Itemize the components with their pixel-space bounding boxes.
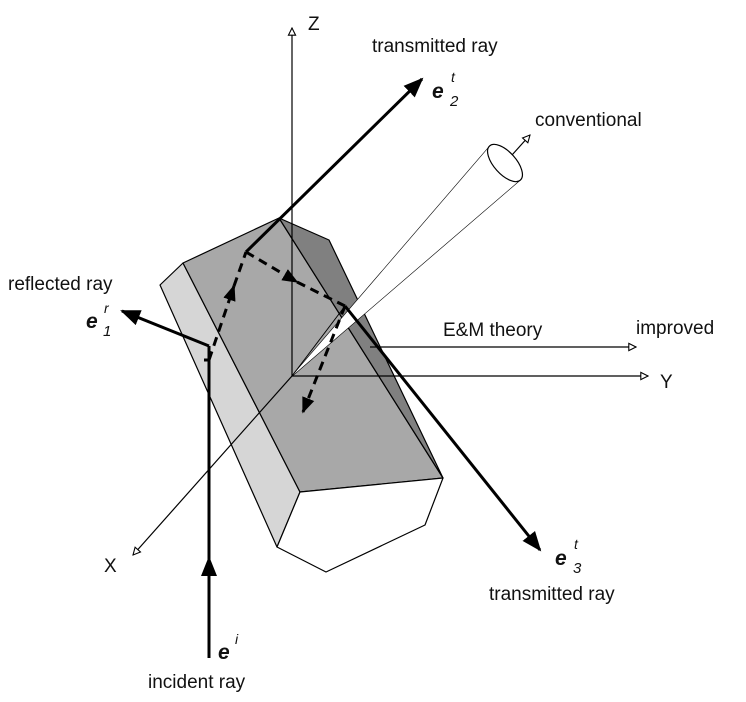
incident-label: incident ray (148, 672, 246, 693)
transmitted-bottom-label: transmitted ray (489, 584, 615, 605)
improved-label: improved (636, 318, 714, 339)
transmitted-ray-2 (244, 77, 424, 254)
x-axis-label: X (104, 556, 117, 577)
solid-rays (120, 77, 542, 658)
internal-ray-path (207, 250, 347, 414)
vector-e2t: e t 2 (432, 69, 459, 110)
svg-text:t: t (451, 69, 456, 85)
z-axis-label: Z (308, 14, 320, 35)
crystal-end-face (276, 477, 444, 573)
vector-ei: e i (218, 631, 239, 664)
origin-guide-line (291, 305, 346, 377)
transmitted-ray-3 (343, 305, 542, 552)
vector-e3t: e t 3 (555, 536, 582, 577)
transmitted-top-label: transmitted ray (372, 36, 498, 57)
svg-text:i: i (235, 631, 239, 647)
svg-text:2: 2 (449, 93, 459, 110)
svg-text:3: 3 (573, 560, 582, 577)
conventional-cone (291, 135, 530, 377)
svg-text:e: e (86, 310, 98, 333)
reflected-label: reflected ray (8, 274, 113, 295)
svg-text:1: 1 (103, 323, 111, 340)
reflected-ray-segment (120, 309, 210, 348)
svg-text:e: e (218, 641, 230, 664)
y-axis-label: Y (660, 372, 673, 393)
x-axis (133, 375, 293, 555)
conventional-label: conventional (535, 110, 642, 131)
coordinate-axes (133, 28, 648, 555)
svg-text:t: t (574, 536, 579, 552)
svg-text:e: e (432, 80, 444, 103)
em-theory-label: E&M theory (443, 320, 543, 341)
svg-text:e: e (555, 547, 567, 570)
svg-text:r: r (104, 300, 110, 316)
vector-e1r: e r 1 (86, 300, 111, 340)
